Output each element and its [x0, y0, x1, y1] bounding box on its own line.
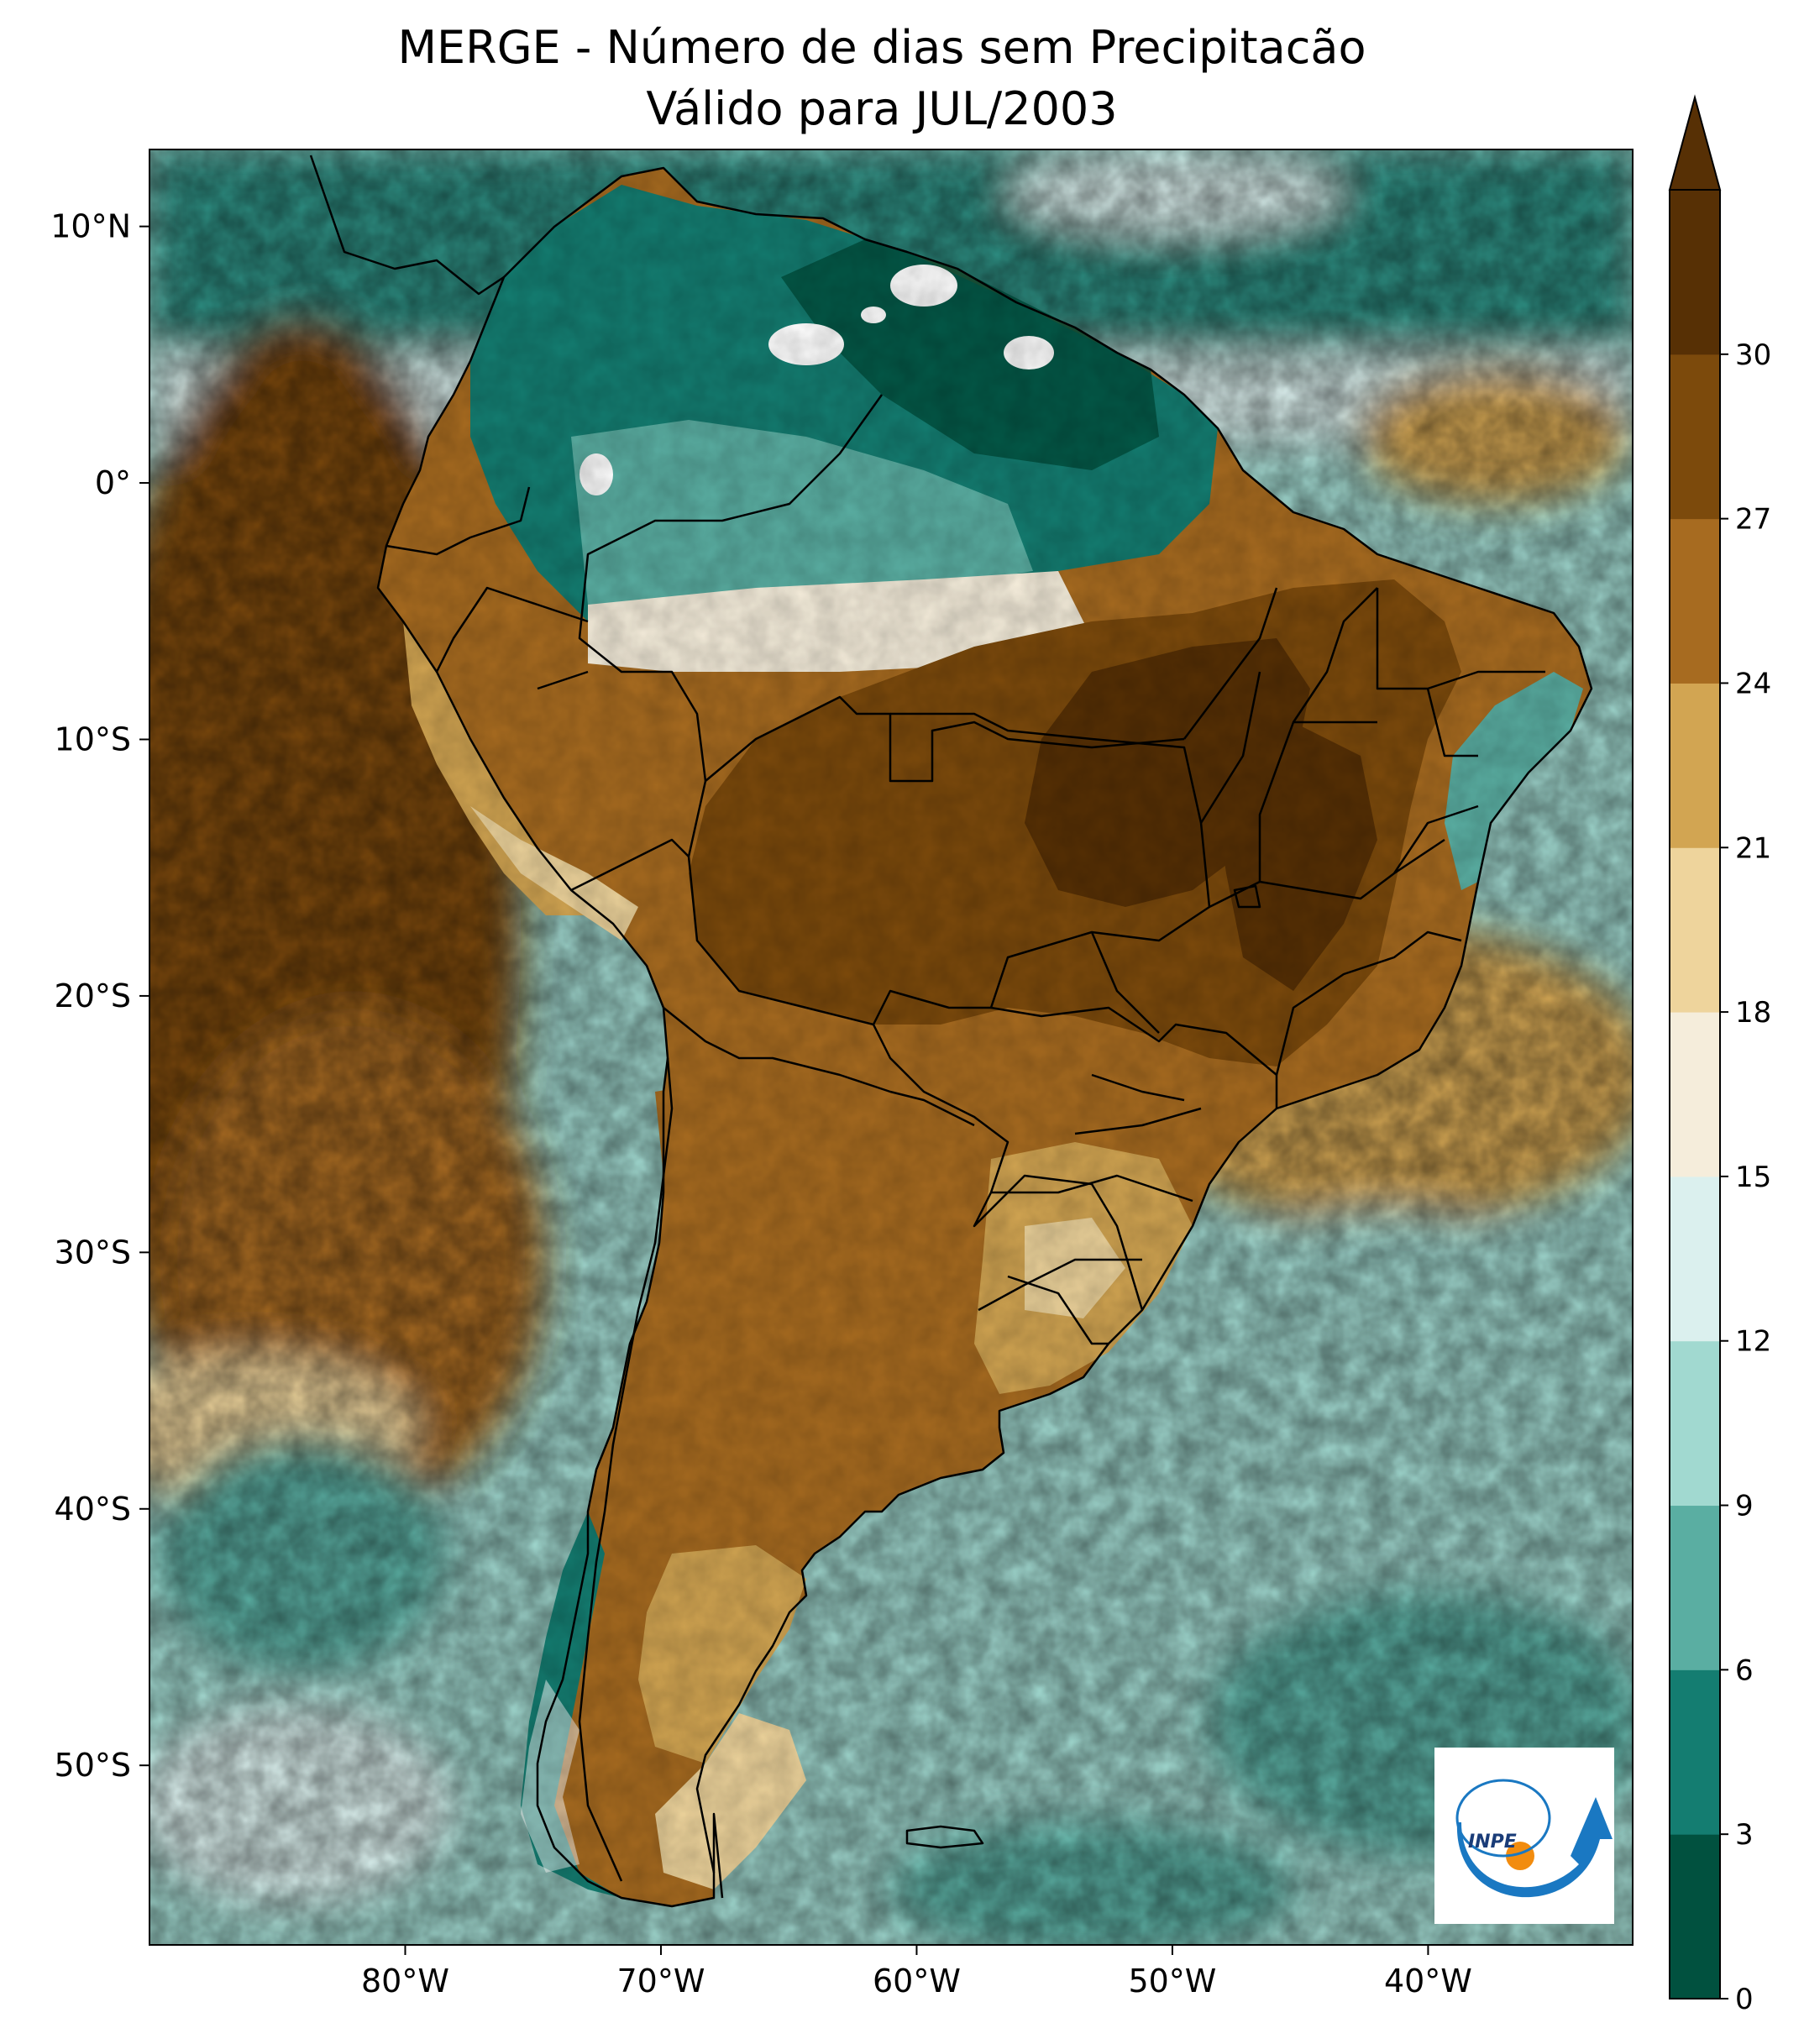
logo-dot — [1506, 1842, 1534, 1870]
colorbar-tick-label: 0 — [1735, 1983, 1754, 2016]
colorbar-tick-label: 24 — [1735, 667, 1771, 700]
logo-text: INPE — [1468, 1832, 1517, 1853]
lon-tick-label: 70°W — [616, 1963, 705, 1999]
lat-tick-label: 40°S — [55, 1491, 131, 1528]
map-panel: INPE — [149, 149, 1633, 1945]
colorbar: 0 3 6 9 12 15 18 21 24 27 30 — [1668, 94, 1771, 2016]
lon-tick-label: 50°W — [1128, 1963, 1216, 1999]
colorbar-extend-arrow — [1668, 94, 1722, 191]
colorbar-outline — [1669, 190, 1721, 1999]
lon-tick-label: 40°W — [1384, 1963, 1472, 1999]
colorbar-tick-label: 18 — [1735, 996, 1771, 1030]
map-title-line1: MERGE - Número de dias sem Precipitacão — [397, 21, 1366, 74]
colorbar-bin — [1670, 1834, 1720, 1999]
map-frame — [149, 149, 1634, 1946]
colorbar-tick-label: 21 — [1735, 831, 1771, 865]
colorbar-tick-label: 27 — [1735, 503, 1771, 537]
longitude-axis: 80°W 70°W 60°W 50°W 40°W — [361, 1945, 1472, 1999]
latitude-axis: 10°N 0° 10°S 20°S 30°S 40°S 50°S — [50, 208, 149, 1784]
lat-tick-label: 0° — [95, 464, 131, 501]
colorbar-tick-label: 9 — [1735, 1490, 1754, 1523]
coastline — [376, 166, 1593, 1908]
colorbar-bin — [1670, 683, 1720, 848]
lon-tick-label: 60°W — [873, 1963, 961, 1999]
colorbar-bin — [1670, 354, 1720, 520]
colorbar-tick-label: 15 — [1735, 1161, 1771, 1194]
map-title-line2: Válido para JUL/2003 — [646, 82, 1117, 135]
lat-tick-label: 20°S — [55, 977, 131, 1014]
logo-swoosh — [1456, 1797, 1613, 1898]
colorbar-tick-label: 30 — [1735, 338, 1771, 372]
colorbar-bin — [1670, 1340, 1720, 1507]
colorbar-tick-label: 12 — [1735, 1325, 1771, 1359]
colorbar-tick-label: 3 — [1735, 1818, 1754, 1852]
colorbar-bin — [1670, 1505, 1720, 1670]
borders — [309, 155, 1593, 1908]
colorbar-bin — [1670, 190, 1720, 355]
colorbar-bin — [1670, 847, 1720, 1013]
colorbar-bin — [1670, 518, 1720, 684]
lat-tick-label: 10°S — [55, 721, 131, 757]
lat-tick-label: 50°S — [55, 1747, 131, 1784]
colorbar-bin — [1670, 1669, 1720, 1835]
lon-tick-label: 80°W — [361, 1963, 449, 1999]
colorbar-bin — [1670, 1176, 1720, 1342]
lat-tick-label: 10°N — [50, 208, 131, 245]
colorbar-bin — [1670, 1012, 1720, 1177]
lat-tick-label: 30°S — [55, 1234, 131, 1271]
inpe-logo: INPE — [1434, 1748, 1614, 1924]
colorbar-tick-label: 6 — [1735, 1654, 1754, 1687]
